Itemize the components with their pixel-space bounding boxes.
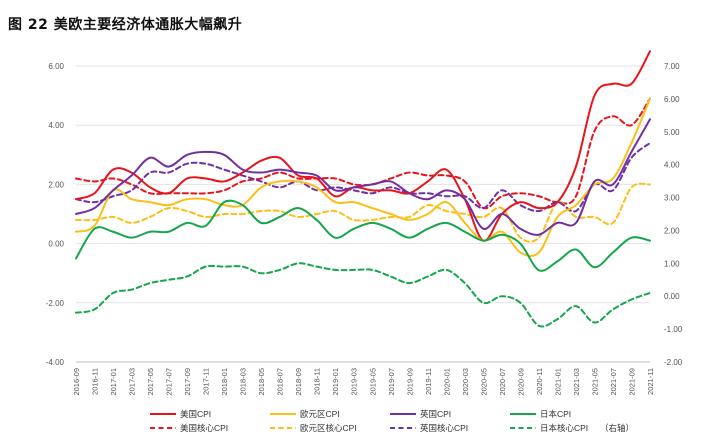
- left-tick-label: 6.00: [48, 62, 64, 71]
- x-tick-label: 2017-11: [202, 368, 211, 395]
- figure-title: 图 22 美欧主要经济体通胀大幅飙升: [8, 17, 243, 33]
- x-tick-label: 2017-01: [109, 368, 118, 396]
- x-tick-label: 2020-09: [516, 368, 525, 396]
- x-tick-label: 2017-05: [146, 368, 155, 396]
- series-uk-cpi-line: [75, 118, 651, 236]
- x-tick-label: 2018-01: [220, 368, 229, 396]
- x-tick-label: 2021-07: [609, 368, 618, 396]
- legend: 美国CPI 欧元区CPI 英国CPI 日本CPI 美国核心CPI 欧元区核心CPI 英国核心…: [150, 409, 634, 433]
- right-tick-label: 5.00: [664, 128, 680, 137]
- legend-label: 欧元区CPI: [300, 409, 340, 419]
- legend-label: 日本CPI: [540, 409, 571, 419]
- x-axis: 2016-09 2016-11 2017-01 2017-03 2017-05 2017-…: [72, 361, 655, 396]
- x-tick-label: 2020-11: [535, 368, 544, 395]
- x-tick-label: 2016-09: [72, 368, 81, 396]
- x-tick-label: 2019-11: [424, 368, 433, 395]
- right-tick-label: -2.00: [664, 358, 683, 367]
- legend-label: 欧元区核心CPI: [300, 423, 357, 433]
- legend-label: 英国核心CPI: [420, 423, 468, 433]
- series-japan-cpi-line: [75, 199, 651, 272]
- right-tick-label: 3.00: [664, 194, 680, 203]
- left-tick-label: -4.00: [46, 358, 65, 367]
- x-tick-label: 2017-03: [128, 368, 137, 396]
- x-tick-label: 2021-01: [553, 368, 562, 396]
- x-tick-label: 2021-03: [572, 368, 581, 396]
- x-tick-label: 2021-09: [627, 368, 636, 396]
- x-tick-label: 2018-11: [313, 368, 322, 395]
- x-tick-label: 2020-01: [442, 368, 451, 396]
- x-tick-label: 2016-11: [91, 368, 100, 395]
- x-tick-label: 2019-07: [387, 368, 396, 396]
- x-tick-label: 2020-07: [498, 368, 507, 396]
- x-tick-label: 2019-01: [331, 368, 340, 396]
- legend-label: 美国核心CPI: [180, 423, 228, 433]
- x-tick-label: 2021-11: [646, 368, 655, 395]
- left-tick-label: 2.00: [48, 180, 64, 189]
- x-tick-label: 2020-03: [461, 368, 470, 396]
- grid-lines: [76, 65, 650, 363]
- x-tick-label: 2018-07: [276, 368, 285, 396]
- x-tick-label: 2020-05: [479, 368, 488, 396]
- x-tick-label: 2018-05: [257, 368, 266, 396]
- series-japan-core-cpi-line: [75, 262, 651, 328]
- right-tick-label: 0.00: [664, 292, 680, 301]
- right-tick-label: 2.00: [664, 226, 680, 235]
- right-tick-label: 1.00: [664, 259, 680, 268]
- series-us-cpi-line: [75, 50, 651, 242]
- x-tick-label: 2021-05: [590, 368, 599, 396]
- right-y-axis: -2.00 -1.00 0.00 1.00 2.00 3.00 4.00 5.00 6.00 7.…: [664, 62, 683, 367]
- right-tick-label: 6.00: [664, 95, 680, 104]
- series-euro-cpi-line: [75, 97, 651, 257]
- x-tick-label: 2017-09: [183, 368, 192, 396]
- left-tick-label: -2.00: [46, 299, 65, 308]
- legend-right-axis-note: （右轴）: [600, 423, 634, 433]
- legend-label: 美国CPI: [180, 409, 211, 419]
- legend-label: 日本核心CPI: [540, 423, 588, 433]
- x-tick-label: 2018-03: [239, 368, 248, 396]
- x-tick-label: 2018-09: [294, 368, 303, 396]
- right-tick-label: 7.00: [664, 62, 680, 71]
- x-tick-label: 2019-05: [368, 368, 377, 396]
- left-y-axis: -4.00 -2.00 0.00 2.00 4.00 6.00: [46, 62, 65, 367]
- x-tick-label: 2017-07: [165, 368, 174, 396]
- x-tick-label: 2019-03: [350, 368, 359, 396]
- series-uk-core-cpi-line: [75, 141, 651, 213]
- x-tick-label: 2019-09: [405, 368, 414, 396]
- right-tick-label: 4.00: [664, 161, 680, 170]
- left-tick-label: 0.00: [48, 240, 64, 249]
- left-tick-label: 4.00: [48, 121, 64, 130]
- series-lines: [75, 50, 651, 328]
- legend-label: 英国CPI: [420, 409, 451, 419]
- right-tick-label: -1.00: [664, 325, 683, 334]
